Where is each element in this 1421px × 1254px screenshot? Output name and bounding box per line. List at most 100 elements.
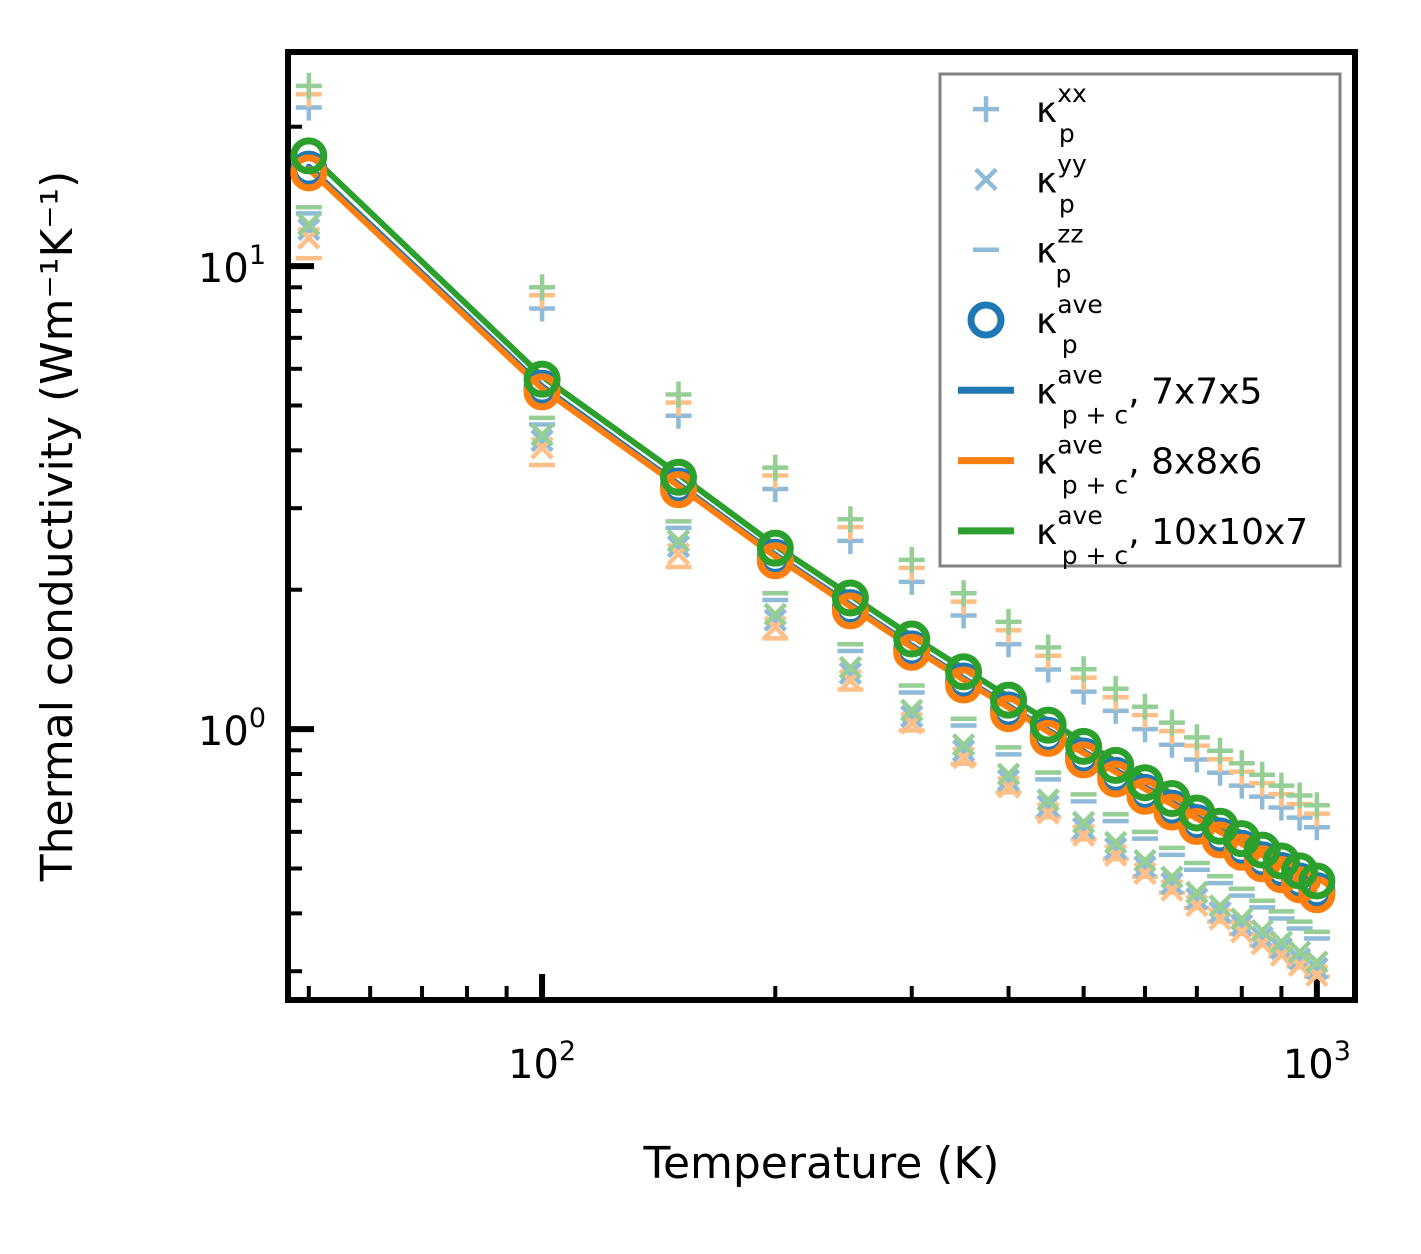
data-point	[1029, 719, 1067, 757]
legend-item-label: κzz p	[1036, 220, 1083, 289]
data-point	[762, 454, 789, 481]
data-point	[951, 733, 976, 757]
data-point	[893, 620, 931, 658]
data-point	[1158, 709, 1185, 736]
legend-item-kappa-pc-ave-10x10x7[interactable]: κave p + c, 10x10x7	[944, 498, 1336, 570]
ytick-label-1: 100	[198, 703, 266, 755]
data-point	[1207, 737, 1234, 764]
data-point	[1250, 925, 1274, 950]
legend-item-label: κave p + c, 8x8x6	[1036, 431, 1262, 500]
data-point	[1208, 900, 1232, 925]
data-point	[900, 698, 924, 723]
data-point	[1269, 936, 1294, 961]
data-point	[950, 580, 977, 607]
data-point	[837, 506, 864, 533]
data-point	[831, 592, 869, 630]
data-point	[1183, 724, 1210, 751]
legend-item-kappa-p-zz[interactable]: κzz p	[944, 217, 1336, 289]
ytick-label-10: 101	[198, 240, 266, 292]
data-point	[893, 633, 931, 671]
data-point	[1250, 918, 1274, 943]
data-point	[1133, 855, 1157, 879]
data-point	[996, 762, 1021, 786]
legend-item-label: κxx p	[1036, 79, 1087, 148]
data-point	[290, 137, 328, 175]
data-point	[951, 739, 976, 763]
legend-item-kappa-pc-ave-8x8x6[interactable]: κave p + c, 8x8x6	[944, 427, 1336, 500]
data-point	[1262, 842, 1300, 880]
legend-box	[938, 72, 1342, 568]
plot-frame	[285, 49, 1358, 1003]
data-point	[1029, 706, 1067, 744]
series-kappa_p_xx_10x10x7	[295, 72, 1330, 819]
series-kappa_p_yy_10x10x7	[297, 212, 1329, 974]
data-point	[1228, 750, 1255, 777]
data-point	[295, 72, 322, 99]
data-point	[666, 534, 691, 559]
data-group	[290, 72, 1336, 988]
data-point	[1160, 865, 1184, 889]
legend-item-kappa-p-yy[interactable]: κyy p	[944, 146, 1336, 218]
legend-item-hit[interactable]	[944, 76, 1336, 142]
data-point	[1269, 930, 1294, 954]
data-point	[1249, 761, 1276, 788]
data-point	[1160, 871, 1184, 896]
data-point	[1230, 913, 1254, 938]
data-point	[1131, 693, 1158, 720]
legend-plus-icon	[973, 96, 999, 123]
legend-item-kappa-p-ave[interactable]: κave p	[944, 287, 1336, 359]
data-point	[1262, 856, 1300, 894]
data-point	[1126, 764, 1164, 802]
data-point	[659, 458, 697, 496]
data-point	[1065, 727, 1103, 765]
data-point	[297, 212, 321, 237]
series-kappa_p_zz_7x7x5	[295, 211, 1330, 941]
data-point	[1208, 894, 1232, 918]
data-point	[1303, 792, 1330, 819]
axis-labels-group: 102 103 101 100 Temperature (K) Thermal condu…	[32, 171, 1351, 1189]
series-kappa_p_yy_7x7x5	[297, 217, 1329, 981]
data-point	[838, 661, 863, 686]
data-point	[666, 529, 691, 553]
data-point	[290, 154, 328, 192]
series-kappa_p_ave_10x10x7	[290, 137, 1336, 900]
data-point	[1071, 810, 1096, 835]
xtick-label-1000: 103	[1283, 1036, 1351, 1088]
data-point	[1298, 862, 1336, 900]
data-point	[945, 666, 983, 704]
data-point	[1305, 950, 1329, 974]
data-point	[1133, 848, 1157, 873]
data-point	[838, 655, 863, 680]
legend-item-hit[interactable]	[944, 217, 1336, 283]
data-point	[1071, 816, 1096, 841]
y-axis-label-group: Thermal conductivity (Wm⁻¹K⁻¹)	[32, 171, 83, 883]
legend-item-label: κave p + c, 10x10x7	[1036, 501, 1308, 570]
legend-item-hit[interactable]	[944, 146, 1336, 212]
legend-item-label: κave p	[1036, 290, 1103, 359]
data-point	[945, 653, 983, 691]
data-point	[1185, 887, 1209, 911]
data-point	[990, 681, 1028, 719]
legend-item-label: κave p + c, 7x7x5	[1036, 360, 1262, 429]
data-point	[297, 217, 321, 242]
legend-item-kappa-pc-ave-7x7x5[interactable]: κave p + c, 7x7x5	[944, 357, 1336, 429]
data-point	[529, 274, 556, 301]
legend-cross-icon	[974, 167, 998, 192]
data-point	[1287, 940, 1312, 964]
data-point	[990, 695, 1028, 733]
data-point	[898, 546, 925, 573]
y-axis-label: Thermal conductivity (Wm⁻¹K⁻¹)	[32, 171, 83, 883]
data-point	[1286, 782, 1313, 809]
data-point	[523, 373, 561, 411]
data-point	[756, 529, 794, 567]
data-point	[1097, 746, 1135, 784]
series-kappa_p_zz_10x10x7	[295, 204, 1330, 935]
data-point	[530, 428, 554, 453]
data-point	[995, 608, 1022, 635]
legend-item-kappa-p-xx[interactable]: κxx p	[944, 76, 1336, 148]
data-point	[665, 381, 692, 408]
data-point	[763, 608, 788, 632]
